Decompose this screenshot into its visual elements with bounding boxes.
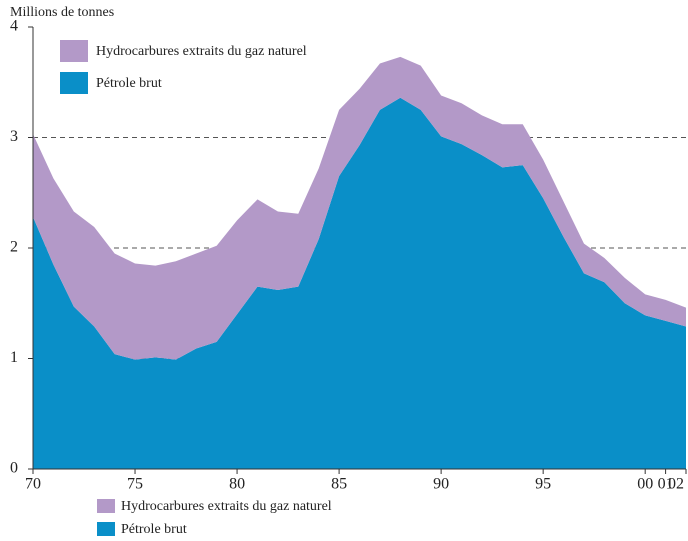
area [33, 56, 686, 360]
x-tick-label: 00 [637, 476, 653, 493]
x-tick-label: 90 [433, 476, 449, 493]
y-tick-label: 1 [10, 349, 18, 366]
x-tick-label: 01 [658, 476, 674, 493]
x-tick-label: 85 [331, 476, 347, 493]
legend-swatch [97, 499, 115, 513]
legend-label: Hydrocarbures extraits du gaz naturel [121, 499, 332, 514]
legend-label: Pétrole brut [96, 76, 162, 91]
y-tick-label: 4 [10, 18, 18, 35]
x-tick-label: 70 [25, 476, 41, 493]
y-tick-label: 2 [10, 239, 18, 256]
y-tick-label: 3 [10, 128, 18, 145]
x-tick-label: 80 [229, 476, 245, 493]
legend-label: Pétrole brut [121, 522, 187, 537]
legend-swatch [60, 40, 88, 62]
y-tick-label: 0 [10, 460, 18, 477]
area [33, 97, 686, 469]
x-tick-label: 75 [127, 476, 143, 493]
y-axis-label: Millions de tonnes [10, 5, 114, 20]
legend-swatch [97, 522, 115, 536]
legend-label: Hydrocarbures extraits du gaz naturel [96, 44, 307, 59]
x-tick-label: 02 [668, 476, 684, 493]
legend-swatch [60, 72, 88, 94]
x-tick-label: 95 [535, 476, 551, 493]
